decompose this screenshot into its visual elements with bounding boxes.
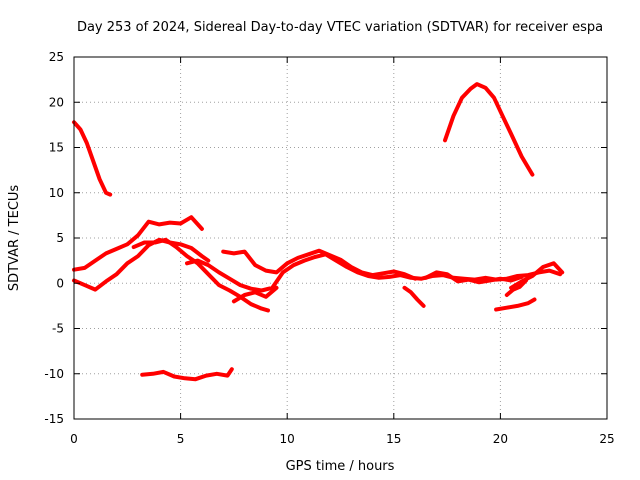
series-arc-j (402, 285, 426, 308)
series-arc-h (221, 248, 418, 281)
series-arc-k (423, 270, 524, 285)
data-series (72, 82, 565, 382)
x-tick-label: 20 (493, 432, 508, 446)
y-tick-label: -10 (44, 367, 64, 381)
series-arc-m (494, 297, 537, 312)
series-arc-f (131, 237, 270, 313)
x-tick-label: 5 (177, 432, 185, 446)
series-arc-e (72, 237, 211, 292)
series-arc-c (140, 367, 234, 382)
x-axis-label: GPS time / hours (286, 459, 395, 474)
axis-ticks: 0 5 10 15 20 25 -15 -10 -5 0 5 10 15 20 25 (44, 50, 614, 446)
series-arc-n (504, 278, 528, 297)
y-tick-label: 15 (49, 141, 64, 155)
chart-title: Day 253 of 2024, Sidereal Day-to-day VTE… (77, 20, 603, 35)
series-arc-i (231, 285, 279, 304)
x-tick-label: 10 (280, 432, 295, 446)
series-arc-a (72, 120, 113, 197)
y-axis-label: SDTVAR / TECUs (7, 185, 22, 292)
y-tick-label: -15 (44, 412, 64, 426)
y-tick-label: 5 (56, 231, 64, 245)
x-tick-label: 25 (599, 432, 614, 446)
y-tick-label: 20 (49, 95, 64, 109)
series-arc-d (72, 215, 204, 272)
x-tick-label: 0 (70, 432, 78, 446)
x-tick-label: 15 (386, 432, 401, 446)
y-tick-label: 0 (56, 276, 64, 290)
series-arc-b (443, 82, 535, 177)
y-tick-label: 25 (49, 50, 64, 64)
y-tick-label: 10 (49, 186, 64, 200)
series-arc-l (509, 261, 565, 290)
y-tick-label: -5 (52, 322, 64, 336)
